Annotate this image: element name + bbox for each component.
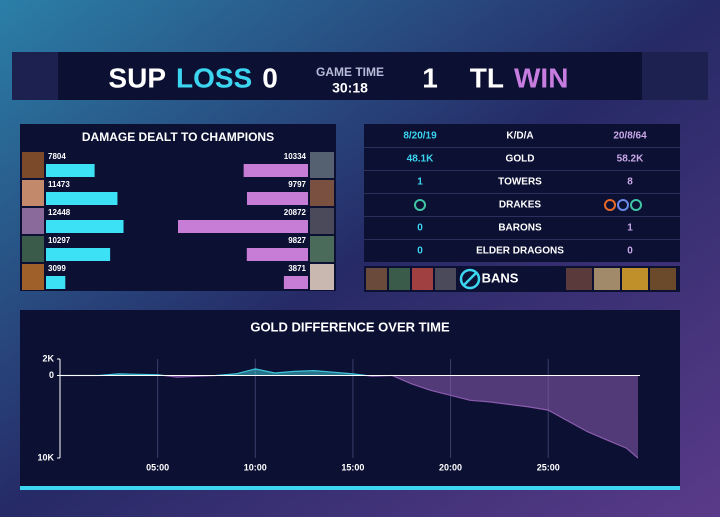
ban-portrait (622, 268, 648, 290)
stat-left: 0 (417, 246, 423, 257)
stat-left: 1 (417, 177, 423, 188)
champion-portrait (310, 236, 334, 262)
damage-label: 9827 (288, 236, 306, 245)
stat-label: K/D/A (506, 131, 533, 142)
damage-bar (243, 164, 308, 177)
scoreboard (12, 52, 708, 100)
stat-right: 1 (627, 223, 633, 234)
y-tick-label: 2K (42, 353, 54, 363)
damage-label: 12448 (48, 208, 71, 217)
chart-title: GOLD DIFFERENCE OVER TIME (250, 319, 450, 334)
stat-label: BARONS (498, 223, 542, 234)
x-tick-label: 15:00 (341, 462, 364, 472)
left-result: LOSS (176, 62, 252, 93)
stat-left: 8/20/19 (403, 131, 437, 142)
champion-portrait (310, 180, 334, 206)
stat-label: GOLD (506, 154, 535, 165)
right-score: 1 (422, 62, 438, 93)
champion-portrait (310, 152, 334, 178)
damage-label: 3099 (48, 264, 66, 273)
champion-portrait (22, 152, 44, 178)
gold-panel-strip (20, 486, 680, 490)
x-tick-label: 05:00 (146, 462, 169, 472)
stat-right: 0 (627, 246, 633, 257)
champion-portrait (22, 180, 44, 206)
damage-bar (46, 164, 95, 177)
stat-label: ELDER DRAGONS (476, 246, 564, 257)
area-negative (60, 375, 639, 458)
stat-label: TOWERS (498, 177, 542, 188)
damage-bar (46, 192, 118, 205)
right-logo (642, 52, 708, 100)
stat-right: 8 (627, 177, 633, 188)
damage-bar (246, 248, 308, 261)
damage-title: DAMAGE DEALT TO CHAMPIONS (82, 130, 274, 144)
damage-bar (246, 192, 308, 205)
stat-left: 0 (417, 223, 423, 234)
damage-bar (178, 220, 308, 233)
gold-line (60, 375, 639, 459)
x-tick-label: 25:00 (537, 462, 560, 472)
champion-portrait (310, 264, 334, 290)
damage-label: 3871 (288, 264, 306, 273)
left-logo (12, 52, 58, 100)
champion-portrait (22, 208, 44, 234)
ban-portrait (594, 268, 620, 290)
ban-portrait (366, 268, 387, 290)
ban-portrait (412, 268, 433, 290)
damage-bar (46, 248, 111, 261)
stat-right: 58.2K (617, 154, 644, 165)
damage-panel (20, 124, 336, 291)
damage-bar (46, 276, 66, 289)
y-tick-label: 0 (49, 370, 54, 380)
champion-portrait (22, 264, 44, 290)
damage-label: 10334 (284, 152, 307, 161)
damage-bar (283, 276, 308, 289)
y-tick-label: 10K (37, 452, 54, 462)
ban-icon (459, 268, 481, 290)
damage-label: 9797 (288, 180, 306, 189)
left-team: SUP (108, 62, 166, 93)
champion-portrait (22, 236, 44, 262)
game-time-label: GAME TIME (316, 65, 384, 79)
left-score: 0 (262, 62, 278, 93)
right-result: WIN (514, 62, 568, 93)
ban-portrait (389, 268, 410, 290)
game-time: 30:18 (332, 80, 368, 96)
right-team: TL (470, 62, 504, 93)
bans-label: BANS (482, 270, 519, 285)
damage-bar (46, 220, 124, 233)
damage-label: 20872 (284, 208, 307, 217)
drake-icon (630, 199, 642, 211)
x-tick-label: 20:00 (439, 462, 462, 472)
stat-right: 20/8/64 (613, 131, 647, 142)
ban-portrait (650, 268, 676, 290)
damage-label: 10297 (48, 236, 71, 245)
ban-portrait (566, 268, 592, 290)
damage-label: 7804 (48, 152, 66, 161)
damage-label: 11473 (48, 180, 70, 189)
area-positive (60, 368, 639, 376)
stat-left: 48.1K (407, 154, 434, 165)
champion-portrait (310, 208, 334, 234)
drake-icon (604, 199, 616, 211)
drake-icon (414, 199, 426, 211)
x-tick-label: 10:00 (244, 462, 267, 472)
ban-icon-slash (463, 272, 477, 286)
stat-label: DRAKES (499, 200, 542, 211)
gold-line (60, 368, 394, 376)
drake-icon (617, 199, 629, 211)
ban-portrait (435, 268, 456, 290)
